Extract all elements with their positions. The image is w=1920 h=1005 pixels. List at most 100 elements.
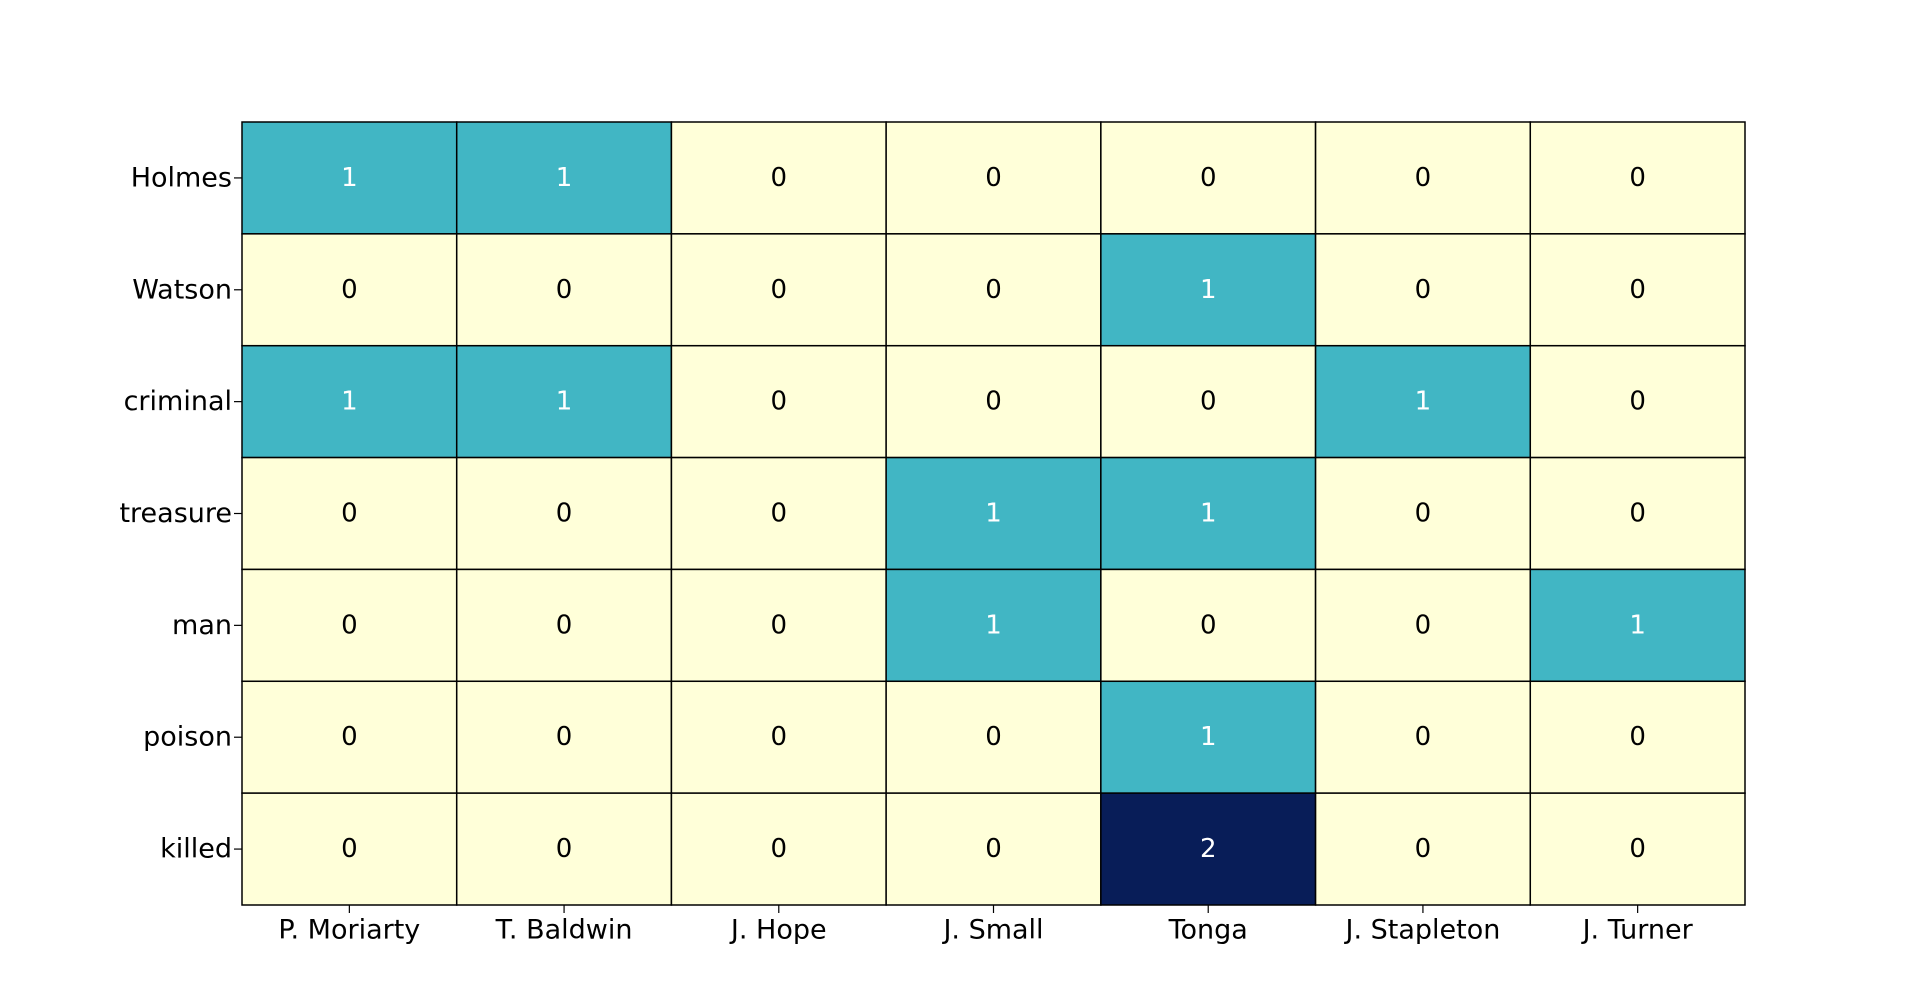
cell-value-label: 0 — [341, 499, 358, 529]
heatmap-cell — [885, 792, 1102, 906]
cell-value-label: 0 — [1200, 387, 1217, 417]
x-tick-label: P. Moriarty — [278, 915, 420, 946]
cell-value-label: 1 — [1200, 499, 1217, 529]
heatmap-cell — [455, 680, 673, 794]
heatmap-cell — [885, 121, 1102, 235]
y-tick-label: killed — [160, 834, 232, 865]
cell-value-label: 0 — [771, 499, 788, 529]
y-axis: Holmes Watson criminal treasure man poison kil… — [119, 162, 242, 865]
cell-value-label: 0 — [771, 387, 788, 417]
y-tick-label: criminal — [124, 386, 232, 417]
x-tick-label: Tonga — [1168, 915, 1248, 946]
heatmap-cell — [885, 456, 1102, 571]
y-tick-label: man — [172, 610, 232, 641]
cell-value-label: 0 — [1415, 499, 1432, 529]
heatmap-cell — [1100, 121, 1317, 235]
x-tick-label: J. Hope — [729, 915, 827, 946]
cell-value-label: 0 — [341, 834, 358, 864]
cell-value-label: 0 — [985, 275, 1002, 305]
cell-value-label: 0 — [341, 610, 358, 640]
cell-value-label: 0 — [556, 610, 573, 640]
cell-value-label: 0 — [771, 722, 788, 752]
cell-value-label: 1 — [1200, 722, 1217, 752]
cell-value-label: 0 — [556, 275, 573, 305]
heatmap-cell — [241, 792, 458, 906]
cell-value-label: 0 — [1415, 275, 1432, 305]
heatmap-cell — [1314, 233, 1532, 347]
heatmap-cell — [670, 792, 887, 906]
cell-value-label: 0 — [771, 834, 788, 864]
cell-value-label: 2 — [1200, 834, 1217, 864]
cell-value-label: 1 — [985, 499, 1002, 529]
cell-value-label: 0 — [1415, 834, 1432, 864]
cell-value-label: 0 — [1415, 163, 1432, 193]
heatmap-cell — [1529, 344, 1746, 459]
heatmap-cell — [1529, 233, 1746, 347]
heatmap-cell — [241, 568, 458, 683]
cell-value-label: 0 — [1415, 722, 1432, 752]
heatmap-cell — [1529, 792, 1746, 906]
heatmap-cell — [1529, 456, 1746, 571]
heatmap-cell — [455, 344, 673, 459]
heatmap-cell — [670, 344, 887, 459]
heatmap-cell — [670, 568, 887, 683]
y-tick-label: treasure — [119, 498, 232, 529]
y-tick-label: Watson — [132, 274, 232, 305]
heatmap-cell — [1314, 792, 1532, 906]
x-tick-label: T. Baldwin — [495, 915, 633, 946]
heatmap-cell — [1100, 680, 1317, 794]
cell-value-label: 0 — [985, 387, 1002, 417]
cell-value-label: 0 — [1629, 387, 1646, 417]
x-tick-label: J. Stapleton — [1343, 915, 1500, 946]
cell-value-label: 1 — [1415, 387, 1432, 417]
cell-value-label: 1 — [1629, 610, 1646, 640]
cell-value-label: 0 — [985, 834, 1002, 864]
cell-value-label: 0 — [771, 275, 788, 305]
x-axis: P. Moriarty T. Baldwin J. Hope J. Small Tong… — [278, 905, 1694, 946]
heatmap-cell — [455, 121, 673, 235]
cell-value-label: 1 — [1200, 275, 1217, 305]
cell-value-label: 0 — [1200, 610, 1217, 640]
heatmap-cell — [1100, 344, 1317, 459]
y-tick-label: Holmes — [131, 162, 232, 193]
cell-value-label: 0 — [771, 610, 788, 640]
heatmap-cell — [1100, 792, 1317, 906]
heatmap-cell — [670, 233, 887, 347]
cell-value-label: 0 — [1629, 163, 1646, 193]
cell-value-label: 1 — [985, 610, 1002, 640]
cell-value-label: 0 — [1629, 834, 1646, 864]
heatmap-cell — [241, 344, 458, 459]
cell-value-label: 0 — [985, 163, 1002, 193]
cell-value-label: 0 — [341, 722, 358, 752]
cell-value-label: 0 — [1629, 722, 1646, 752]
heatmap-cell — [241, 680, 458, 794]
heatmap-cell — [1314, 456, 1532, 571]
heatmap-cell — [1314, 121, 1532, 235]
cell-value-label: 0 — [1200, 163, 1217, 193]
heatmap-cell — [241, 456, 458, 571]
heatmap-cell — [885, 680, 1102, 794]
cell-value-label: 1 — [556, 163, 573, 193]
cell-value-label: 0 — [985, 722, 1002, 752]
cell-value-label: 0 — [556, 834, 573, 864]
heatmap-cell — [455, 456, 673, 571]
cell-value-label: 1 — [341, 387, 358, 417]
heatmap-cells: 1 1 0 0 0 0 0 0 0 0 0 1 0 0 1 1 0 0 0 1 0 0 0 0 1 1 0 0 0 0 0 1 0 0 1 0 0 0 0 1… — [241, 121, 1746, 906]
x-tick-label: J. Small — [941, 915, 1043, 946]
cell-value-label: 0 — [1415, 610, 1432, 640]
heatmap-cell — [1529, 680, 1746, 794]
cell-value-label: 0 — [556, 499, 573, 529]
cell-value-label: 1 — [341, 163, 358, 193]
cell-value-label: 0 — [771, 163, 788, 193]
heatmap-cell — [1100, 233, 1317, 347]
heatmap-cell — [670, 121, 887, 235]
cell-value-label: 0 — [1629, 499, 1646, 529]
heatmap-cell — [1314, 344, 1532, 459]
heatmap-cell — [670, 680, 887, 794]
heatmap-cell — [885, 344, 1102, 459]
heatmap-cell — [1529, 568, 1746, 683]
cell-value-label: 1 — [556, 387, 573, 417]
cell-value-label: 0 — [1629, 275, 1646, 305]
cell-value-label: 0 — [556, 722, 573, 752]
